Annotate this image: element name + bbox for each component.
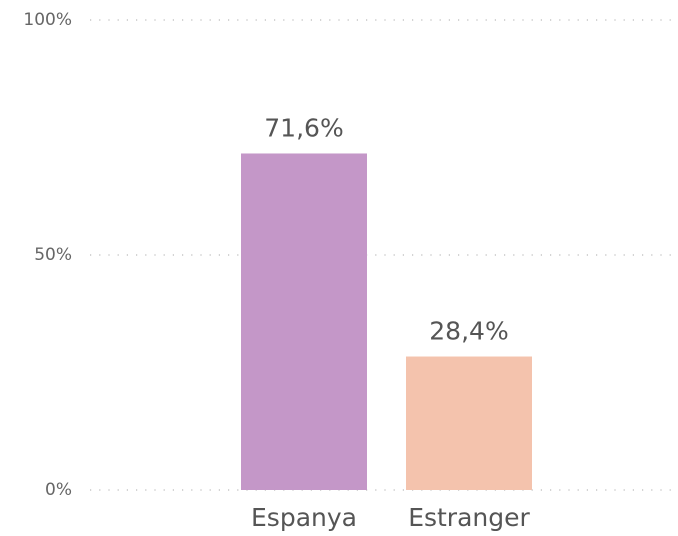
- bar: [406, 356, 532, 490]
- x-tick-label: Espanya: [251, 503, 357, 532]
- y-tick-label: 100%: [23, 10, 72, 30]
- value-label: 28,4%: [429, 317, 508, 346]
- value-label: 71,6%: [264, 113, 343, 142]
- y-tick-label: 0%: [45, 480, 72, 500]
- y-tick-label: 50%: [34, 245, 72, 265]
- bar: [241, 153, 367, 491]
- x-tick-label: Estranger: [408, 503, 530, 532]
